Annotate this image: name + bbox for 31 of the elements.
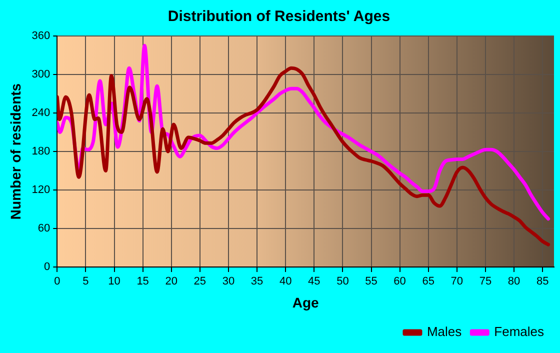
y-tick-label: 300 <box>32 68 50 81</box>
x-tick-label: 0 <box>54 276 60 288</box>
x-tick-label: 50 <box>336 276 349 288</box>
x-tick-label: 65 <box>422 276 434 288</box>
chart-title: Distribution of Residents' Ages <box>168 8 390 26</box>
x-axis-title: Age <box>292 294 320 310</box>
x-tick-label: 25 <box>194 276 206 288</box>
y-tick-label: 120 <box>32 184 50 196</box>
y-tick-label: 180 <box>32 146 50 158</box>
x-tick-label: 75 <box>479 276 492 288</box>
x-tick-label: 35 <box>250 276 264 288</box>
y-axis-title: Number of residents <box>7 83 24 220</box>
y-tick-label: 240 <box>32 107 50 120</box>
legend-label: Males <box>426 324 462 340</box>
x-tick-label: 55 <box>365 276 378 288</box>
y-tick-label: 0 <box>44 261 50 274</box>
legend-label: Females <box>494 324 544 340</box>
x-tick-label: 40 <box>279 276 292 288</box>
x-tick-label: 80 <box>508 276 520 288</box>
x-tick-label: 70 <box>450 276 464 288</box>
y-tick-label: 360 <box>32 30 50 42</box>
y-tick-label: 60 <box>38 222 50 235</box>
x-tick-label: 15 <box>136 276 149 288</box>
x-tick-label: 5 <box>82 276 89 288</box>
x-tick-label: 60 <box>394 276 406 288</box>
x-tick-label: 20 <box>165 276 178 288</box>
x-tick-label: 45 <box>308 276 320 288</box>
x-tick-label: 85 <box>536 276 549 288</box>
x-tick-label: 10 <box>108 276 120 288</box>
line-series <box>57 66 550 246</box>
x-tick-label: 30 <box>222 276 235 288</box>
